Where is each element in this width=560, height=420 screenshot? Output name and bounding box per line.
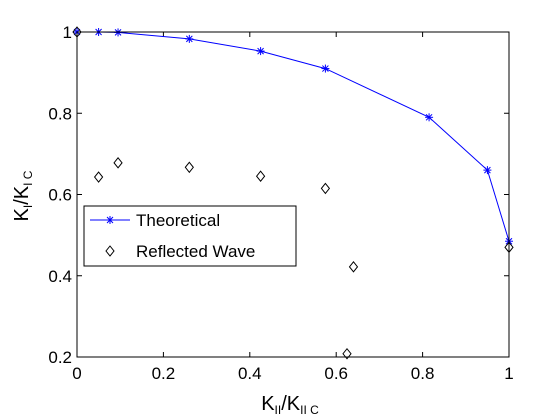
plot-frame <box>76 31 510 358</box>
x-tick-label: 0.4 <box>238 364 262 383</box>
y-tick-label: 0.4 <box>48 267 72 286</box>
data-point <box>93 171 104 183</box>
x-tick-label: 0 <box>72 364 81 383</box>
y-tick-label: 0.2 <box>48 348 72 367</box>
y-tick-label: 1 <box>63 23 72 42</box>
legend-label-reflected-wave: Reflected Wave <box>136 242 255 261</box>
x-axis-label: KII/KII C <box>261 393 319 417</box>
data-point <box>185 34 194 43</box>
y-tick-label: 0.6 <box>48 186 72 205</box>
tick-labels: 0 0.2 0.4 0.6 0.8 10.20.40.60.81 <box>48 23 513 383</box>
legend-label-theoretical: Theoretical <box>136 211 220 230</box>
data-point <box>348 261 359 273</box>
data-point <box>256 47 265 56</box>
legend-sample-theoretical <box>90 216 130 224</box>
x-tick-label: 0.2 <box>152 364 176 383</box>
x-tick-label: 1 <box>504 364 513 383</box>
marker-stroke <box>484 166 491 174</box>
legend-marker <box>105 245 115 257</box>
y-tick-label: 0.8 <box>48 104 72 123</box>
marker-stroke <box>322 65 329 72</box>
legend-sample-reflected-wave <box>105 245 115 257</box>
data-point <box>425 113 434 122</box>
legend-box <box>83 205 297 267</box>
marker-stroke <box>425 113 433 121</box>
legend: Theoretical Reflected Wave <box>83 205 297 267</box>
plot-background <box>77 32 509 357</box>
data-point <box>320 182 331 195</box>
data-point <box>321 64 330 73</box>
data-point <box>483 166 492 175</box>
x-tick-label: 0.8 <box>411 364 435 383</box>
marker-stroke <box>185 35 193 43</box>
data-point <box>255 170 266 183</box>
y-axis-label: KI/KI C <box>11 170 35 221</box>
data-point <box>342 347 352 360</box>
marker-stroke <box>106 216 114 224</box>
data-point <box>184 161 194 174</box>
x-tick-label: 0.6 <box>324 364 348 383</box>
legend-marker <box>106 216 114 224</box>
marker-stroke <box>257 47 264 55</box>
data-point <box>113 157 123 169</box>
